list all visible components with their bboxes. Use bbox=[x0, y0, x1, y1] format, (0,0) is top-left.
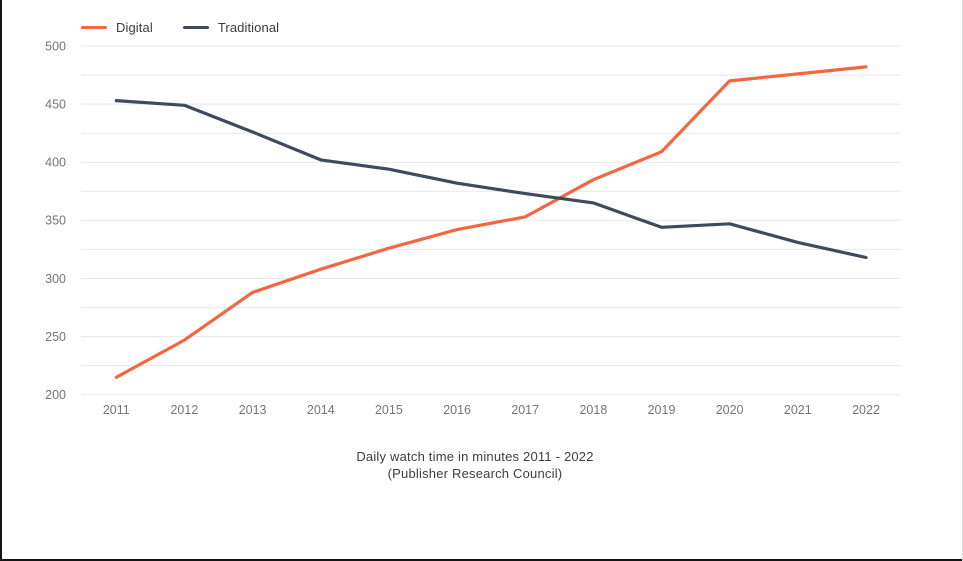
legend-label-traditional: Traditional bbox=[217, 20, 280, 35]
legend-swatch-traditional bbox=[182, 26, 209, 29]
x-tick-label: 2017 bbox=[511, 403, 539, 417]
series-traditional-line[interactable] bbox=[114, 98, 868, 260]
y-tick-label: 200 bbox=[45, 388, 66, 402]
chart-caption: Daily watch time in minutes 2011 - 2022 … bbox=[0, 448, 950, 482]
y-axis-labels: 500 450 400 350 300 250 200 bbox=[45, 39, 66, 402]
y-tick-label: 400 bbox=[45, 156, 66, 170]
chart-subtitle: (Publisher Research Council) bbox=[387, 466, 563, 481]
window-border-bottom bbox=[0, 559, 963, 561]
x-tick-label: 2011 bbox=[103, 403, 130, 417]
legend-item-digital[interactable]: Digital bbox=[81, 20, 153, 35]
y-tick-label: 450 bbox=[45, 97, 66, 111]
x-tick-label: 2021 bbox=[784, 403, 812, 417]
series-digital-line[interactable] bbox=[114, 65, 868, 379]
x-tick-label: 2020 bbox=[716, 403, 744, 417]
x-tick-label: 2013 bbox=[239, 403, 267, 417]
gridlines bbox=[81, 45, 901, 396]
legend-swatch-digital bbox=[81, 26, 107, 29]
y-tick-label: 300 bbox=[45, 272, 66, 286]
window-border-left bbox=[0, 0, 2, 561]
x-tick-label: 2016 bbox=[443, 403, 471, 417]
y-tick-label: 500 bbox=[45, 39, 66, 53]
x-tick-label: 2014 bbox=[307, 403, 335, 417]
x-tick-label: 2022 bbox=[852, 403, 880, 417]
x-axis-labels: 2011 2012 2013 2014 2015 2016 2017 2018 2019 2020… bbox=[103, 403, 880, 417]
y-tick-label: 250 bbox=[45, 330, 66, 344]
chart-legend: Digital Traditional bbox=[81, 20, 279, 35]
x-tick-label: 2018 bbox=[579, 403, 607, 417]
x-tick-label: 2015 bbox=[375, 403, 403, 417]
x-tick-label: 2012 bbox=[170, 403, 198, 417]
y-tick-label: 350 bbox=[45, 214, 66, 228]
legend-item-traditional[interactable]: Traditional bbox=[182, 20, 280, 35]
chart-title: Daily watch time in minutes 2011 - 2022 bbox=[356, 449, 594, 464]
legend-label-digital: Digital bbox=[116, 20, 153, 35]
x-tick-label: 2019 bbox=[648, 403, 676, 417]
